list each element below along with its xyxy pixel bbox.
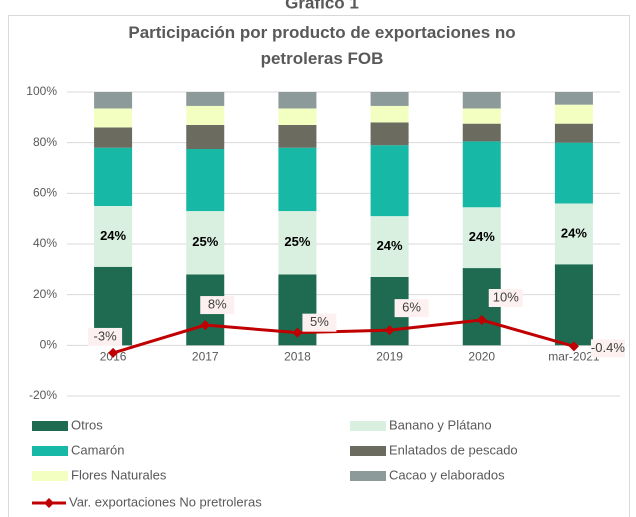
line-marker (568, 341, 579, 352)
bar-segment (462, 123, 501, 142)
bar-segment (94, 127, 133, 148)
legend-swatch (32, 421, 68, 431)
data-label-box (488, 289, 523, 307)
legend-swatch (32, 471, 68, 481)
chart-title: Participación por producto de exportacio… (128, 23, 515, 68)
legend-label: Var. exportaciones No pretroleras (69, 494, 262, 509)
x-tick-label: 2017 (192, 350, 219, 364)
legend-label: Flores Naturales (71, 467, 167, 482)
data-label: 25% (192, 234, 218, 249)
bar-segment (186, 124, 225, 149)
bar-segment (94, 92, 133, 109)
bar-segment (370, 145, 409, 217)
x-tick-label: 2020 (468, 350, 495, 364)
data-label-box (88, 327, 123, 346)
line-marker (108, 347, 119, 358)
legend-label: Camarón (71, 442, 124, 457)
data-label: 24% (100, 228, 126, 243)
legend-swatch (350, 471, 386, 481)
bar-segment (278, 147, 317, 212)
data-label: 24% (561, 225, 587, 240)
bar-segment (554, 104, 593, 124)
x-tick-label: 2019 (376, 350, 403, 364)
legend-swatch (32, 446, 68, 456)
y-tick-label: 60% (33, 186, 57, 200)
legend-label: Banano y Plátano (389, 417, 492, 432)
data-label: -3% (94, 328, 118, 343)
bar-segment (462, 92, 501, 109)
page-title: Gráfico 1 (285, 0, 359, 12)
line-marker (476, 315, 487, 325)
bar-segment (370, 92, 409, 106)
y-tick-label: 40% (33, 236, 57, 250)
data-label: 24% (377, 238, 403, 253)
bar-segment (278, 108, 317, 125)
bar-segment (278, 92, 317, 109)
data-label: 6% (402, 300, 421, 315)
x-tick-label: 2018 (284, 350, 311, 364)
data-label: 24% (469, 229, 495, 244)
y-tick-label: 0% (40, 338, 58, 352)
bar-segment (94, 206, 133, 267)
line (112, 318, 575, 355)
bar-segment (94, 147, 133, 206)
bar-segment (186, 149, 225, 212)
bar-segment (370, 105, 409, 123)
bar-segment (186, 211, 225, 275)
x-tick-label: mar-2021 (548, 350, 600, 364)
data-label: 25% (284, 234, 310, 249)
legend-label: Otros (71, 417, 103, 432)
bar-segment (186, 92, 225, 106)
legend-swatch (350, 446, 386, 456)
line-marker (292, 327, 303, 338)
line-marker (200, 320, 211, 331)
bar-segment (554, 142, 593, 204)
y-tick-label: 100% (26, 84, 57, 98)
bar-segment (462, 141, 501, 208)
bar-segment (554, 203, 593, 265)
data-label: 10% (493, 289, 519, 304)
bar-segment (554, 264, 593, 346)
data-label-box (590, 339, 625, 358)
data-label-box (200, 296, 235, 315)
bar-segment (462, 207, 501, 269)
bar-segment (278, 124, 317, 148)
y-tick-label: -20% (29, 388, 57, 402)
y-tick-label: 20% (33, 287, 57, 301)
bar-segment (186, 105, 225, 125)
legend-label: Cacao y elaborados (389, 467, 505, 482)
data-label-box (302, 313, 337, 332)
legend-label: Enlatados de pescado (389, 442, 518, 457)
bar-segment (554, 92, 593, 105)
bar-segment (278, 211, 317, 275)
bar-segment (554, 123, 593, 143)
data-label-box (394, 299, 429, 318)
line-marker (384, 325, 395, 336)
legend-marker (44, 498, 54, 508)
data-label: 8% (208, 297, 227, 312)
data-label: 5% (310, 314, 329, 329)
bar-segment (462, 108, 501, 124)
y-tick-label: 80% (33, 135, 57, 149)
data-label: -0.4% (591, 340, 625, 355)
bar-segment (94, 108, 133, 128)
bar-segment (370, 122, 409, 146)
legend-swatch (350, 421, 386, 431)
bar-segment (370, 216, 409, 277)
